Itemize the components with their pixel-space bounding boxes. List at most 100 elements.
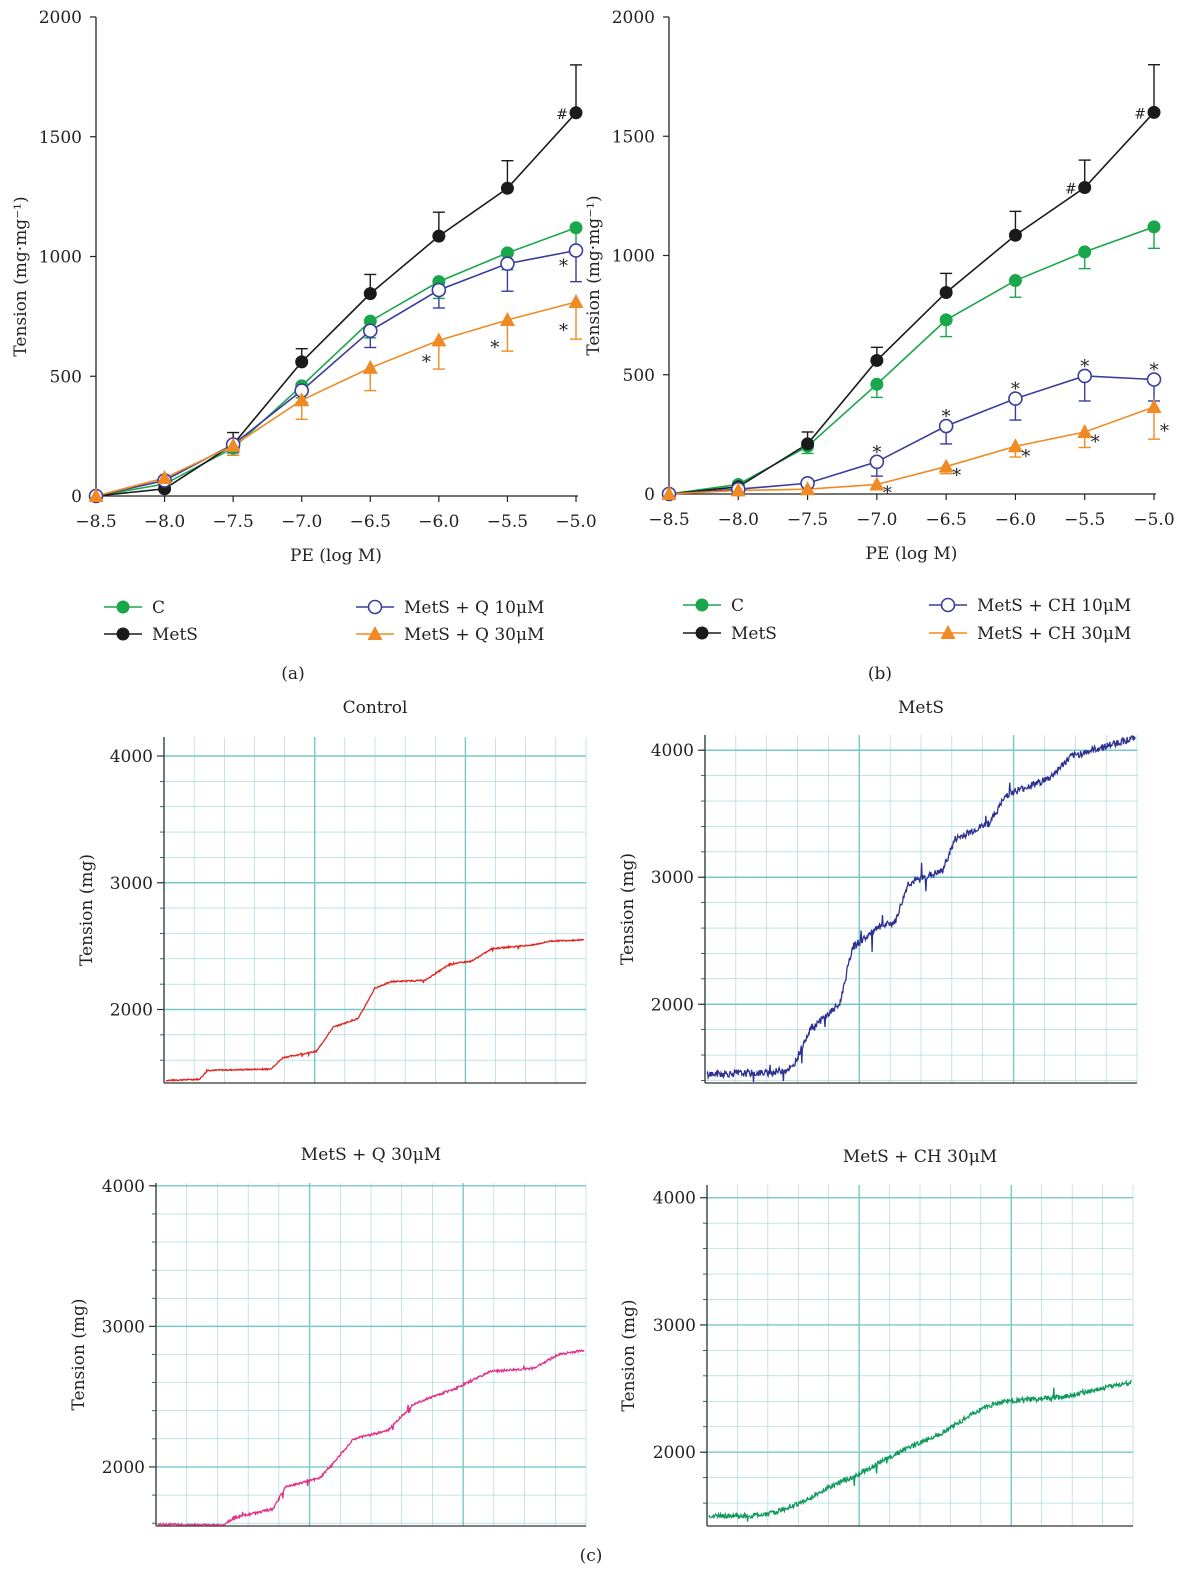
panel-b-data-point	[938, 418, 954, 434]
panel-b-data-point	[870, 377, 884, 391]
panel-b-xtick-label: −8.0	[718, 510, 759, 530]
panel-b-series-line	[668, 226, 1155, 495]
panel-b-data-point	[1008, 228, 1022, 242]
panel-b-xtick-label: −7.5	[787, 510, 828, 530]
trace-c2-tension-trace	[706, 735, 1136, 1083]
trace-c2-title: MetS	[898, 698, 944, 718]
panel-a-data-point	[499, 311, 515, 326]
panel-b-data-point	[869, 454, 885, 470]
panel-a-data-point	[432, 229, 446, 243]
panel-b-data-point	[938, 458, 954, 473]
panel-b-ytick-label: 500	[623, 366, 655, 386]
panel-b-data-point	[1008, 391, 1023, 406]
trace-c1-y-axis-label: Tension (mg)	[77, 854, 97, 966]
panel-b-significance-mark: *	[872, 442, 881, 463]
panel-a-data-point	[363, 287, 377, 301]
panel-b-series-line	[668, 111, 1155, 495]
panel-b-ytick-label: 0	[644, 485, 655, 505]
trace-c1-ytick-label: 3000	[110, 874, 153, 894]
panel-b-data-point	[1008, 274, 1022, 288]
panel-a-xtick-label: −7.0	[281, 512, 322, 532]
trace-c3-y-axis-label: Tension (mg)	[69, 1298, 89, 1410]
panel-a-data-point	[295, 355, 309, 369]
panel-a-xtick-label: −8.5	[75, 512, 116, 532]
panel-b-data-point	[800, 481, 816, 496]
trace-c4-y-axis-label: Tension (mg)	[619, 1299, 639, 1411]
panel-b-y-axis-label: Tension (mg·mg⁻¹)	[584, 195, 604, 355]
panel-b-data-point	[801, 437, 815, 451]
panel-a-data-point	[568, 243, 584, 258]
panel-b-data-point	[1007, 438, 1023, 453]
panel-a-label: (a)	[281, 664, 304, 684]
panel-a-data-point	[362, 323, 378, 339]
panel-b-significance-mark: *	[1160, 421, 1169, 442]
panel-b-ytick-label: 1500	[612, 127, 655, 147]
panel-b-data-point	[870, 353, 884, 367]
panel-b-xtick-label: −7.0	[856, 510, 897, 530]
panel-a-xtick-label: −6.5	[350, 512, 391, 532]
panel-b-significance-mark: *	[952, 465, 961, 486]
panel-a-ytick-label: 500	[50, 367, 82, 387]
panel-a-legend-label: MetS + Q 10μM	[404, 598, 544, 618]
panel-a-y-axis-label: Tension (mg·mg⁻¹)	[11, 196, 31, 356]
panel-a-data-point	[225, 437, 241, 452]
panel-a-x-axis-label: PE (log M)	[290, 546, 382, 566]
panel-a-xtick-label: −7.5	[213, 512, 254, 532]
panel-a-significance-mark: *	[422, 352, 431, 373]
panel-a-xtick-label: −8.0	[144, 512, 185, 532]
panel-b-data-point	[1077, 368, 1093, 384]
trace-c4-ytick-label: 3000	[653, 1316, 696, 1336]
panel-a-series-line	[95, 112, 577, 497]
panel-b-significance-mark: #	[1134, 106, 1146, 122]
panel-b-data-point	[661, 486, 677, 500]
trace-c2-y-axis-label: Tension (mg)	[618, 853, 638, 965]
trace-c1-tension-trace	[165, 938, 585, 1083]
panel-a-ytick-label: 2000	[39, 8, 82, 28]
panel-a-significance-mark: *	[559, 321, 568, 342]
panel-b-significance-mark: #	[1065, 182, 1077, 198]
panel-b-significance-mark: *	[1150, 360, 1159, 381]
panel-b-significance-mark: *	[1021, 446, 1030, 467]
panel-b-legend-marker	[940, 625, 956, 639]
panel-a-series-line	[95, 227, 577, 497]
panel-b-significance-mark: *	[1011, 379, 1020, 400]
panel-a-data-point	[294, 392, 310, 407]
panel-a-ytick-label: 1000	[39, 248, 82, 268]
trace-c4-ytick-label: 2000	[653, 1443, 696, 1463]
trace-c3-title: MetS + Q 30μM	[301, 1145, 441, 1165]
panel-b-data-point	[939, 285, 953, 299]
panel-a-xtick-label: −6.0	[418, 512, 459, 532]
panel-a-series-line	[95, 301, 577, 497]
panel-b-label: (b)	[868, 664, 892, 684]
panel-a-data-point	[569, 221, 583, 235]
trace-c4-ytick-label: 4000	[653, 1189, 696, 1209]
trace-c3-tension-trace	[157, 1349, 585, 1527]
panel-a-significance-mark: *	[490, 338, 499, 359]
panel-a-data-point	[362, 359, 378, 374]
panel-b-data-point	[1146, 398, 1162, 413]
panel-b-ytick-label: 1000	[612, 247, 655, 267]
panel-b-data-point	[1077, 423, 1093, 438]
panel-b-xtick-label: −8.5	[648, 510, 689, 530]
panel-b-legend-marker	[695, 598, 709, 612]
panel-b-data-point	[1146, 372, 1162, 387]
panel-b-x-axis-label: PE (log M)	[866, 544, 958, 564]
trace-c4-tension-trace	[708, 1379, 1132, 1522]
panel-b-series-line	[668, 406, 1155, 495]
panel-b-significance-mark: *	[942, 406, 951, 427]
panel-a-data-point	[500, 181, 514, 195]
trace-c2-ytick-label: 4000	[651, 741, 694, 761]
trace-c1-ytick-label: 4000	[110, 747, 153, 767]
trace-c1-ytick-label: 2000	[110, 1000, 153, 1020]
panel-b-xtick-label: −5.0	[1133, 510, 1174, 530]
panel-b-data-point	[730, 482, 746, 497]
panel-a-significance-mark: #	[556, 107, 568, 123]
trace-c3-ytick-label: 4000	[102, 1177, 145, 1197]
panel-b-legend-label: MetS + CH 30μM	[977, 624, 1131, 644]
panel-b-legend-marker	[695, 626, 709, 640]
panel-a-legend-marker	[116, 600, 130, 614]
panel-b-legend-label: MetS	[731, 624, 777, 644]
trace-c1-title: Control	[343, 698, 408, 718]
panel-b-significance-mark: *	[1091, 432, 1100, 453]
